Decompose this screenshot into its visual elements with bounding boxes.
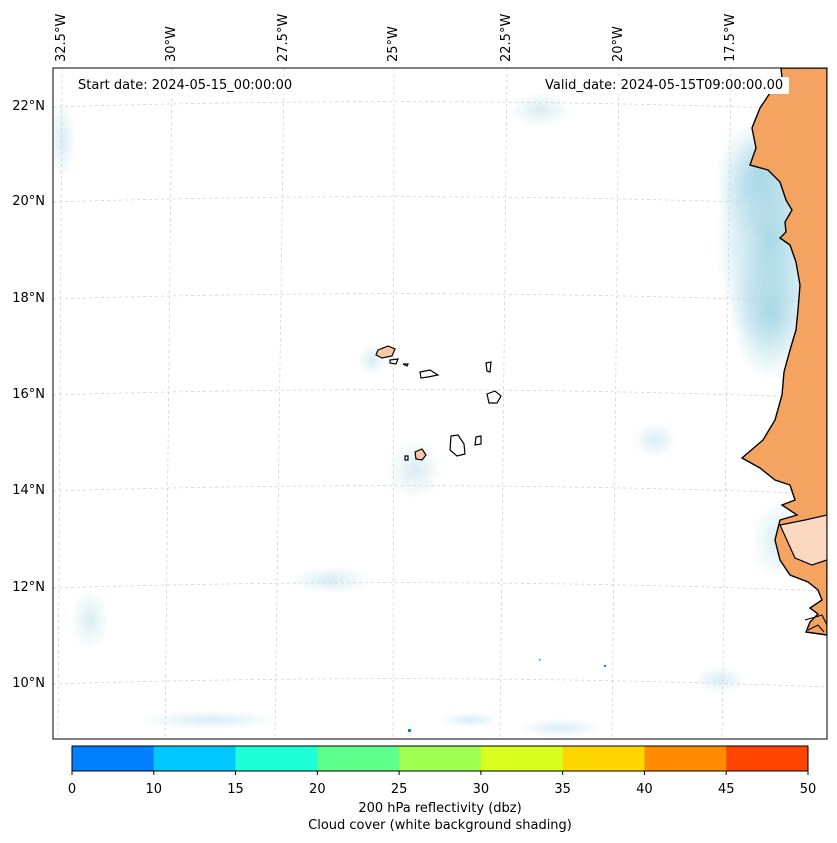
lat-label: 10°N xyxy=(12,676,45,691)
colorbar-segment xyxy=(72,746,155,771)
colorbar-tick-label: 15 xyxy=(227,782,244,797)
lat-label: 20°N xyxy=(12,194,45,209)
lat-label: 12°N xyxy=(12,580,45,595)
colorbar-segment xyxy=(153,746,237,771)
west-africa-land xyxy=(740,68,827,636)
colorbar-segment xyxy=(480,746,564,771)
start-date-label: Start date: 2024-05-15_00:00:00 xyxy=(72,77,299,94)
cloud-cover-shading xyxy=(53,92,825,738)
colorbar-tick-label: 30 xyxy=(472,782,490,797)
lat-label: 18°N xyxy=(12,291,45,306)
cape-verde-islands xyxy=(375,345,502,461)
colorbar-tick-label: 10 xyxy=(145,782,163,797)
lon-label: 32.5°W xyxy=(54,13,69,62)
colorbar-segment xyxy=(317,746,400,771)
lat-label: 22°N xyxy=(12,99,45,114)
colorbar-frame xyxy=(71,745,809,772)
colorbar-segment xyxy=(644,746,727,771)
colorbar-tick-label: 0 xyxy=(67,782,77,797)
colorbar-segment xyxy=(726,746,809,771)
colorbar xyxy=(71,745,809,775)
lon-label: 17.5°W xyxy=(723,13,738,62)
colorbar-tick-label: 45 xyxy=(717,782,735,797)
graticule xyxy=(53,68,827,739)
lat-label: 14°N xyxy=(12,483,45,498)
colorbar-tick-label: 50 xyxy=(799,782,817,797)
lon-label: 20°W xyxy=(611,26,626,62)
lon-label: 25°W xyxy=(386,26,401,62)
colorbar-segment xyxy=(399,746,482,771)
colorbar-tick-label: 40 xyxy=(636,782,653,797)
colorbar-tick-label: 25 xyxy=(390,782,408,797)
lon-label: 30°W xyxy=(164,26,179,62)
lon-label: 27.5°W xyxy=(276,13,291,62)
lon-label: 22.5°W xyxy=(499,13,514,62)
colorbar-tick-label: 35 xyxy=(554,782,571,797)
lat-label: 16°N xyxy=(12,387,45,402)
colorbar-segment xyxy=(235,746,318,771)
colorbar-label-line2: Cloud cover (white background shading) xyxy=(308,818,572,833)
reflectivity-cells xyxy=(408,659,606,732)
colorbar-segment xyxy=(562,746,645,771)
colorbar-label-line1: 200 hPa reflectivity (dbz) xyxy=(358,801,522,816)
colorbar-tick-label: 20 xyxy=(309,782,326,797)
map-frame xyxy=(52,67,828,740)
valid-date-label: Valid_date: 2024-05-15T09:00:00.00 xyxy=(539,77,790,94)
